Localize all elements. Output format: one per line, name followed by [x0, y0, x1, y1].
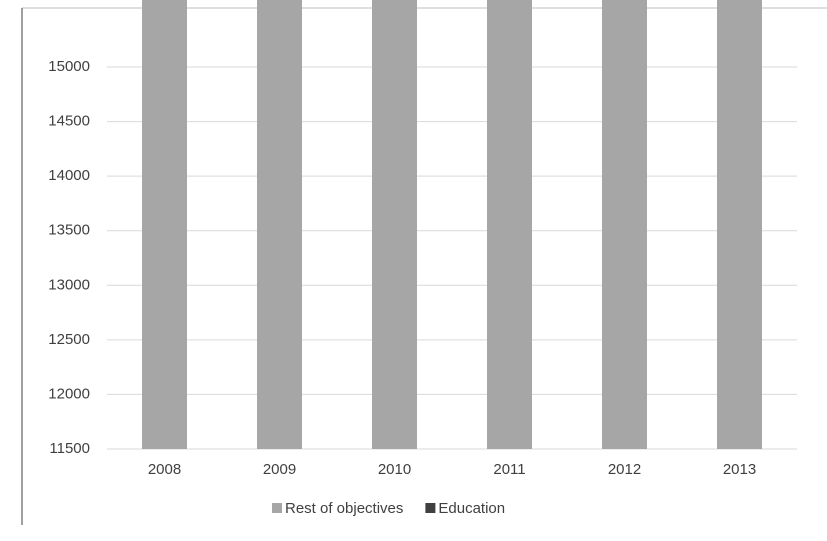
y-tick-label: 13000: [48, 276, 90, 293]
legend-swatch: [425, 503, 436, 513]
x-tick-label: 2010: [378, 461, 411, 478]
x-tick-label: 2012: [608, 461, 641, 478]
y-tick-label: 14500: [48, 113, 90, 130]
y-tick-label: 12500: [48, 331, 90, 348]
x-tick-label: 2009: [263, 461, 296, 478]
bar-segment: [717, 0, 762, 449]
bar-segment: [372, 0, 417, 449]
y-tick-label: 14000: [48, 167, 90, 184]
bar-segment: [487, 0, 532, 449]
legend-swatch: [272, 503, 282, 513]
x-tick-label: 2013: [723, 461, 756, 478]
y-tick-label: 12000: [48, 385, 90, 402]
bar-segment: [257, 0, 302, 449]
y-tick-label: 13500: [48, 222, 90, 239]
y-tick-label: 11500: [49, 440, 90, 457]
x-tick-label: 2011: [493, 461, 525, 478]
x-tick-label: 2008: [148, 461, 181, 478]
bar-segment: [602, 0, 647, 449]
legend-label: Rest of objectives: [285, 500, 403, 517]
y-tick-label: 15000: [48, 58, 90, 75]
legend-label: Education: [438, 500, 505, 517]
bar-segment: [142, 0, 187, 449]
